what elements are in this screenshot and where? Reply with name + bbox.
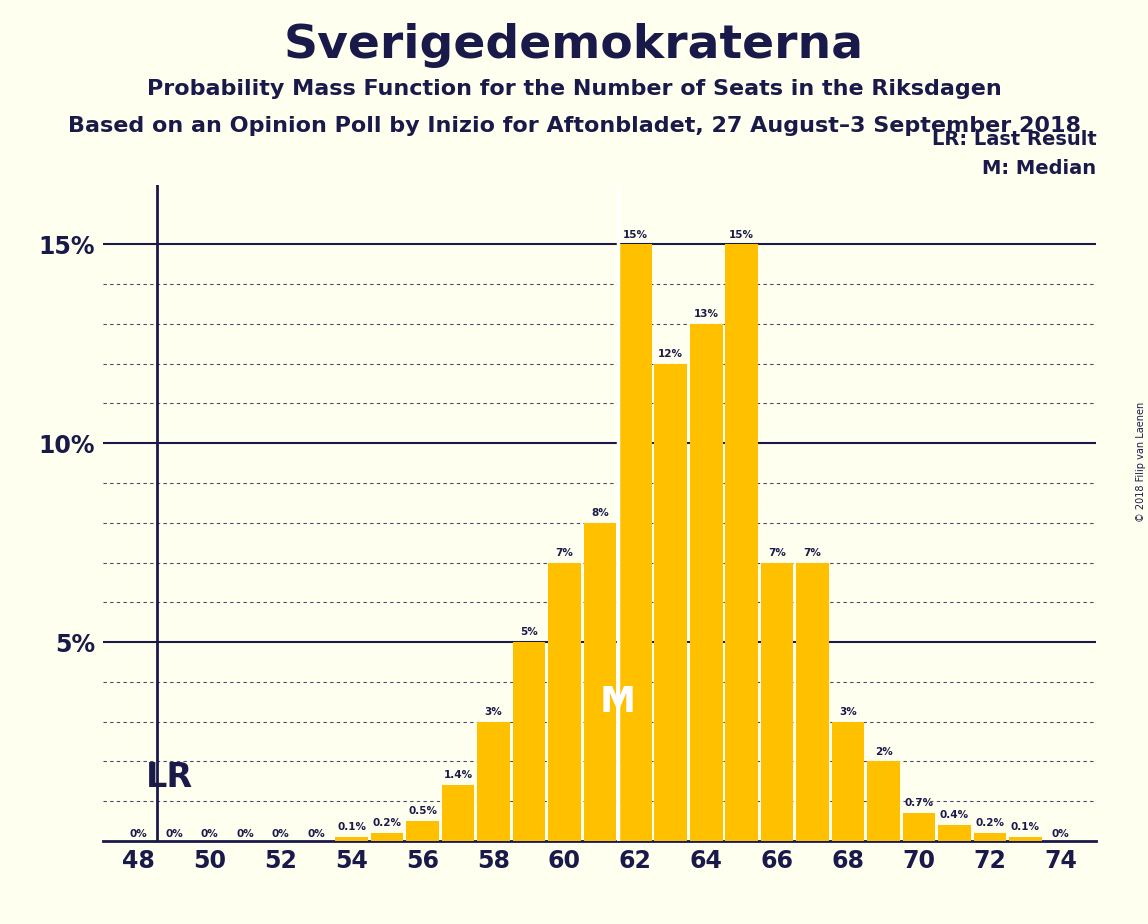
Text: 0%: 0% (1052, 829, 1070, 839)
Text: 0%: 0% (272, 829, 289, 839)
Bar (867, 761, 900, 841)
Bar (478, 722, 510, 841)
Text: 0.7%: 0.7% (905, 798, 933, 808)
Bar (832, 722, 864, 841)
Text: 2%: 2% (875, 747, 892, 757)
Text: 0.5%: 0.5% (408, 806, 437, 816)
Text: Sverigedemokraterna: Sverigedemokraterna (284, 23, 864, 68)
Text: 0.1%: 0.1% (338, 822, 366, 833)
Text: Based on an Opinion Poll by Inizio for Aftonbladet, 27 August–3 September 2018: Based on an Opinion Poll by Inizio for A… (68, 116, 1080, 136)
Text: 0%: 0% (130, 829, 148, 839)
Text: 7%: 7% (556, 548, 573, 558)
Text: 3%: 3% (839, 707, 856, 717)
Bar (335, 837, 367, 841)
Text: LR: Last Result: LR: Last Result (931, 129, 1096, 149)
Text: 0%: 0% (165, 829, 184, 839)
Text: 1.4%: 1.4% (443, 771, 473, 781)
Text: 0.2%: 0.2% (976, 818, 1004, 828)
Text: © 2018 Filip van Laenen: © 2018 Filip van Laenen (1135, 402, 1146, 522)
Text: 8%: 8% (591, 508, 608, 518)
Bar (797, 563, 829, 841)
Bar (690, 324, 722, 841)
Bar (583, 523, 616, 841)
Text: 0.2%: 0.2% (373, 818, 402, 828)
Bar (938, 825, 971, 841)
Bar (513, 642, 545, 841)
Text: 13%: 13% (693, 310, 719, 319)
Text: 5%: 5% (520, 627, 537, 638)
Bar (726, 245, 758, 841)
Bar (654, 364, 687, 841)
Bar (974, 833, 1007, 841)
Text: M: M (599, 685, 636, 719)
Bar (902, 813, 936, 841)
Text: LR: LR (146, 760, 193, 794)
Bar (442, 785, 474, 841)
Text: M: Median: M: Median (983, 159, 1096, 178)
Bar (1009, 837, 1041, 841)
Text: 0%: 0% (308, 829, 325, 839)
Bar (761, 563, 793, 841)
Bar (406, 821, 439, 841)
Text: 12%: 12% (658, 349, 683, 359)
Text: 0.1%: 0.1% (1011, 822, 1040, 833)
Text: 0%: 0% (201, 829, 218, 839)
Text: Probability Mass Function for the Number of Seats in the Riksdagen: Probability Mass Function for the Number… (147, 79, 1001, 99)
Text: 7%: 7% (804, 548, 822, 558)
Text: 3%: 3% (484, 707, 503, 717)
Text: 0.4%: 0.4% (940, 810, 969, 821)
Text: 15%: 15% (729, 230, 754, 239)
Bar (371, 833, 403, 841)
Text: 7%: 7% (768, 548, 786, 558)
Text: 0%: 0% (236, 829, 254, 839)
Bar (548, 563, 581, 841)
Text: 15%: 15% (623, 230, 647, 239)
Bar (619, 245, 652, 841)
